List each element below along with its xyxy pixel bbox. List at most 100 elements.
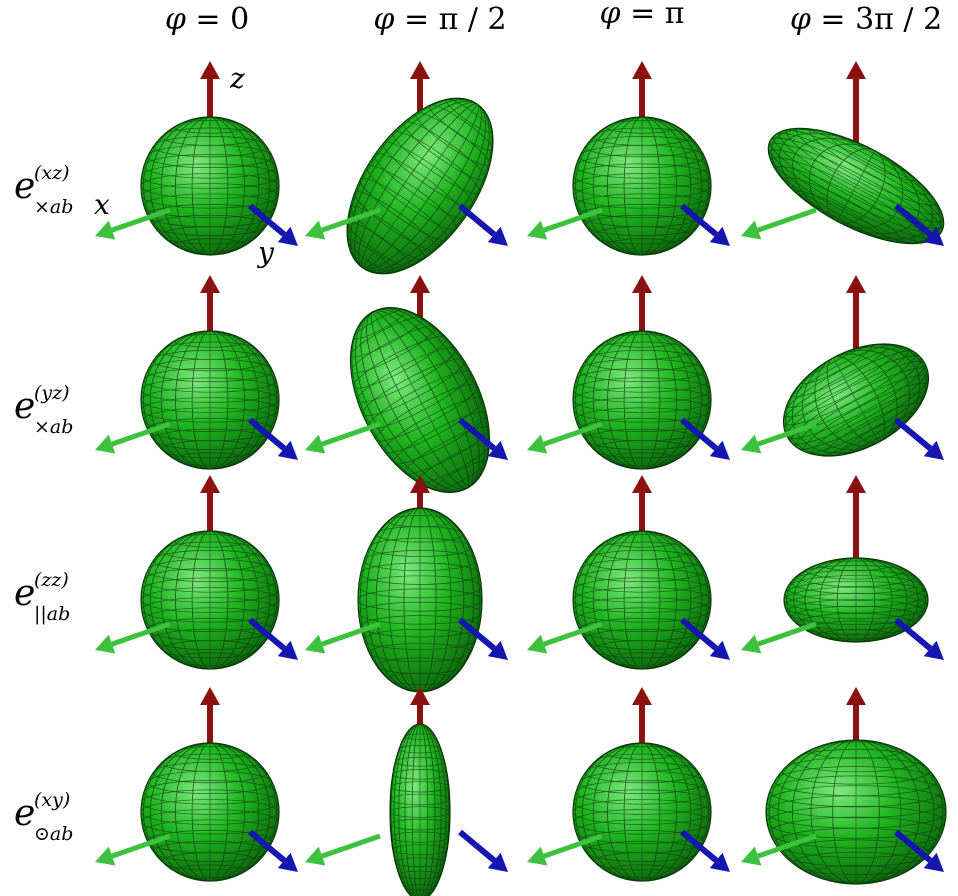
ellipsoid-surface bbox=[141, 331, 279, 469]
x-axis-arrow-shaft bbox=[321, 833, 381, 859]
y-axis-arrow-head bbox=[709, 852, 730, 872]
ellipsoid bbox=[389, 723, 451, 896]
y-axis-arrow-shaft bbox=[248, 617, 287, 651]
y-axis-arrow-shaft bbox=[680, 417, 719, 451]
y-axis-arrow-head bbox=[277, 226, 298, 246]
x-axis-arrow-head bbox=[305, 220, 326, 240]
y-axis-arrow-head bbox=[277, 852, 298, 872]
column-header-0: φ = 0 bbox=[164, 2, 250, 37]
ellipsoid-surface bbox=[141, 743, 279, 881]
y-axis-arrow-shaft bbox=[248, 829, 287, 863]
cell-r1-c0 bbox=[95, 275, 298, 470]
ellipsoid-outline bbox=[572, 330, 712, 470]
y-axis-arrow-shaft bbox=[248, 203, 287, 237]
ellipsoid-surface bbox=[766, 740, 946, 884]
x-axis-arrow-head bbox=[741, 634, 762, 654]
x-axis-arrow-shaft bbox=[111, 621, 171, 647]
y-axis-arrow-head bbox=[923, 226, 944, 246]
column-header-1: φ = π / 2 bbox=[373, 2, 507, 37]
cell-r3-c0 bbox=[95, 687, 298, 882]
y-axis-arrow-shaft bbox=[894, 417, 933, 451]
y-axis-arrow-head bbox=[277, 640, 298, 660]
z-axis-arrow-head bbox=[410, 275, 430, 293]
y-axis-arrow-shaft bbox=[458, 417, 497, 451]
y-axis-arrow-shaft bbox=[680, 617, 719, 651]
z-axis-arrow-head bbox=[410, 475, 430, 493]
x-axis-arrow-shaft bbox=[543, 207, 603, 233]
z-axis-arrow-head bbox=[846, 475, 866, 493]
axis-label-x: x bbox=[94, 188, 110, 221]
ellipsoid-outline bbox=[140, 330, 280, 470]
x-axis-arrow-head bbox=[95, 220, 116, 240]
ellipsoid bbox=[357, 507, 483, 693]
ellipsoid-surface bbox=[573, 117, 711, 255]
ellipsoid-surface bbox=[573, 531, 711, 669]
x-axis-arrow-shaft bbox=[321, 207, 381, 233]
ellipsoid-surface bbox=[347, 98, 493, 274]
ellipsoid bbox=[572, 742, 712, 882]
cell-r2-c2 bbox=[527, 475, 730, 670]
ellipsoid-outline bbox=[765, 739, 947, 885]
ellipsoid-outline bbox=[140, 116, 280, 256]
y-axis-arrow-shaft bbox=[680, 203, 719, 237]
z-axis-arrow-head bbox=[200, 687, 220, 705]
cell-r2-c0 bbox=[95, 475, 298, 670]
x-axis-arrow-head bbox=[741, 846, 762, 866]
x-axis-arrow-shaft bbox=[111, 207, 171, 233]
x-axis-arrow-head bbox=[527, 220, 548, 240]
ellipsoid bbox=[140, 742, 280, 882]
y-axis-arrow-head bbox=[923, 640, 944, 660]
x-axis-arrow-shaft bbox=[757, 421, 817, 447]
y-axis-arrow-head bbox=[487, 440, 508, 460]
ellipsoid-surface bbox=[573, 331, 711, 469]
cell-r0-c2 bbox=[527, 61, 730, 256]
cell-r3-c1 bbox=[305, 687, 508, 896]
x-axis-arrow-shaft bbox=[543, 833, 603, 859]
x-axis-arrow-head bbox=[527, 434, 548, 454]
ellipsoid-surface bbox=[784, 558, 928, 642]
z-axis-arrow-head bbox=[846, 61, 866, 79]
cell-r1-c1 bbox=[305, 275, 508, 493]
ellipsoid-surface bbox=[573, 743, 711, 881]
x-axis-arrow-head bbox=[305, 434, 326, 454]
z-axis-arrow-head bbox=[632, 275, 652, 293]
y-axis-arrow-shaft bbox=[458, 203, 497, 237]
ellipsoid bbox=[572, 530, 712, 670]
x-axis-arrow-head bbox=[527, 634, 548, 654]
x-axis-arrow-shaft bbox=[321, 621, 381, 647]
z-axis-arrow-head bbox=[200, 275, 220, 293]
y-axis-arrow-shaft bbox=[680, 829, 719, 863]
x-axis-arrow-shaft bbox=[757, 207, 817, 233]
z-axis-arrow-head bbox=[846, 275, 866, 293]
cell-r1-c2 bbox=[527, 275, 730, 470]
ellipsoid-outline bbox=[572, 116, 712, 256]
z-axis-arrow-head bbox=[410, 687, 430, 705]
z-axis-arrow-head bbox=[632, 61, 652, 79]
y-axis-arrow-shaft bbox=[894, 617, 933, 651]
y-axis-arrow-head bbox=[923, 852, 944, 872]
x-axis-arrow-shaft bbox=[757, 621, 817, 647]
z-axis-arrow-head bbox=[200, 475, 220, 493]
ellipsoid-outline bbox=[783, 557, 929, 643]
x-axis-arrow-head bbox=[95, 434, 116, 454]
cell-r1-c3 bbox=[741, 275, 944, 460]
ellipsoid bbox=[349, 307, 491, 493]
cell-r0-c0 bbox=[95, 61, 298, 256]
ellipsoid-surface bbox=[390, 724, 450, 896]
x-axis-arrow-shaft bbox=[543, 621, 603, 647]
x-axis-arrow-head bbox=[95, 634, 116, 654]
ellipsoid-outline bbox=[140, 742, 280, 882]
cell-r0-c3 bbox=[741, 61, 945, 246]
z-axis-arrow-head bbox=[200, 61, 220, 79]
ellipsoid bbox=[572, 116, 712, 256]
ellipsoid-surface bbox=[141, 531, 279, 669]
y-axis-arrow-shaft bbox=[458, 617, 497, 651]
y-axis-arrow-head bbox=[487, 852, 508, 872]
y-axis-arrow-shaft bbox=[894, 829, 933, 863]
row-label-1: e (yz) ×ab bbox=[14, 382, 74, 438]
ellipsoid-surface bbox=[141, 117, 279, 255]
x-axis-arrow-head bbox=[305, 846, 326, 866]
cell-r2-c1 bbox=[305, 475, 508, 693]
y-axis-arrow-head bbox=[277, 440, 298, 460]
